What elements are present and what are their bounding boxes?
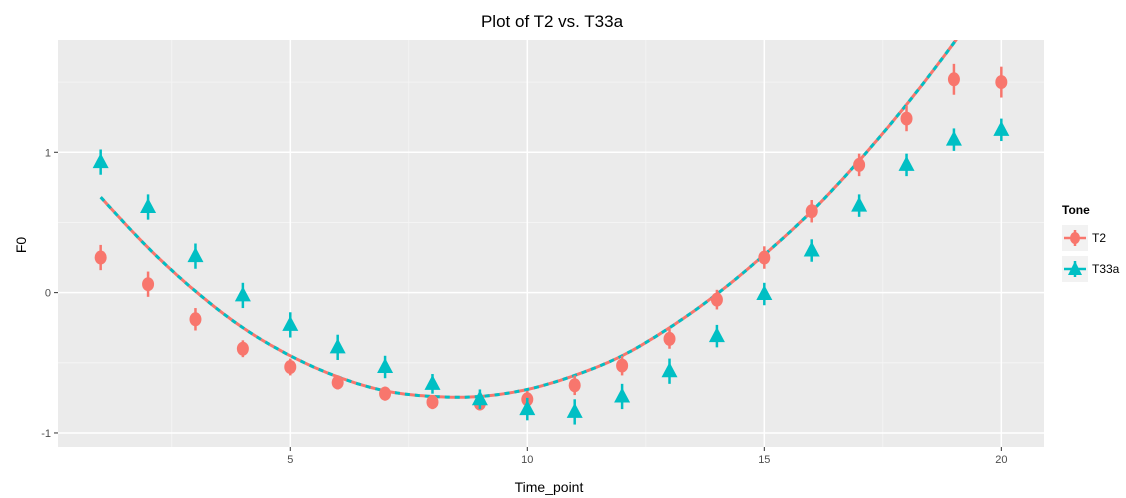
data-point [329,338,346,354]
data-point [710,292,723,307]
y-tick-label: -1 [41,428,51,440]
data-point [426,395,439,410]
data-point [519,400,536,416]
data-point [424,374,441,390]
fit-curve [99,40,958,399]
data-point [614,387,631,403]
data-point [995,75,1008,90]
y-tick-label: 1 [45,147,51,159]
data-point [900,111,913,126]
x-tick-label: 15 [758,454,770,466]
data-point [661,362,678,378]
data-point [187,247,204,263]
legend-label: T33a [1092,262,1120,276]
data-point [756,285,773,301]
x-tick-label: 5 [287,454,293,466]
data-point [331,375,344,390]
x-tick-label: 20 [995,454,1007,466]
y-axis-label: F0 [13,237,29,254]
data-point [708,327,725,343]
data-point [898,155,915,171]
data-point [803,241,820,257]
data-point [379,386,392,401]
data-point [94,250,107,265]
data-point [851,196,868,212]
data-marks [92,63,1010,425]
data-point [805,204,818,219]
data-point [566,402,583,418]
legend-marker [1068,261,1082,275]
data-point [663,331,676,346]
data-point [282,315,299,331]
legend-title: Tone [1062,203,1090,217]
data-point [568,378,581,393]
data-point [142,277,155,292]
panel-background [58,40,1044,447]
data-point [947,72,960,87]
plot-panel [58,40,1044,447]
data-point [234,286,251,302]
chart-title: Plot of T2 vs. T33a [481,12,624,31]
data-point [853,157,866,172]
legend: Tone T2 T33a [1062,203,1120,282]
x-tick-label: 10 [521,454,533,466]
data-point [993,120,1010,136]
legend-label: T2 [1092,231,1106,245]
data-point [471,390,488,406]
series-t33a [92,118,1010,425]
data-point [92,153,109,169]
axes: 5 10 15 20 -1 0 1 [41,147,1007,466]
y-tick-label: 0 [45,288,51,300]
legend-marker [1070,232,1080,244]
data-point [945,130,962,146]
data-point [284,360,297,375]
fit-line-t33a [99,40,958,399]
data-point [140,198,157,214]
x-axis-label: Time_point [515,479,584,495]
data-point [377,358,394,374]
data-point [236,341,249,356]
data-point [616,358,629,373]
data-point [758,250,771,265]
data-point [189,312,202,327]
